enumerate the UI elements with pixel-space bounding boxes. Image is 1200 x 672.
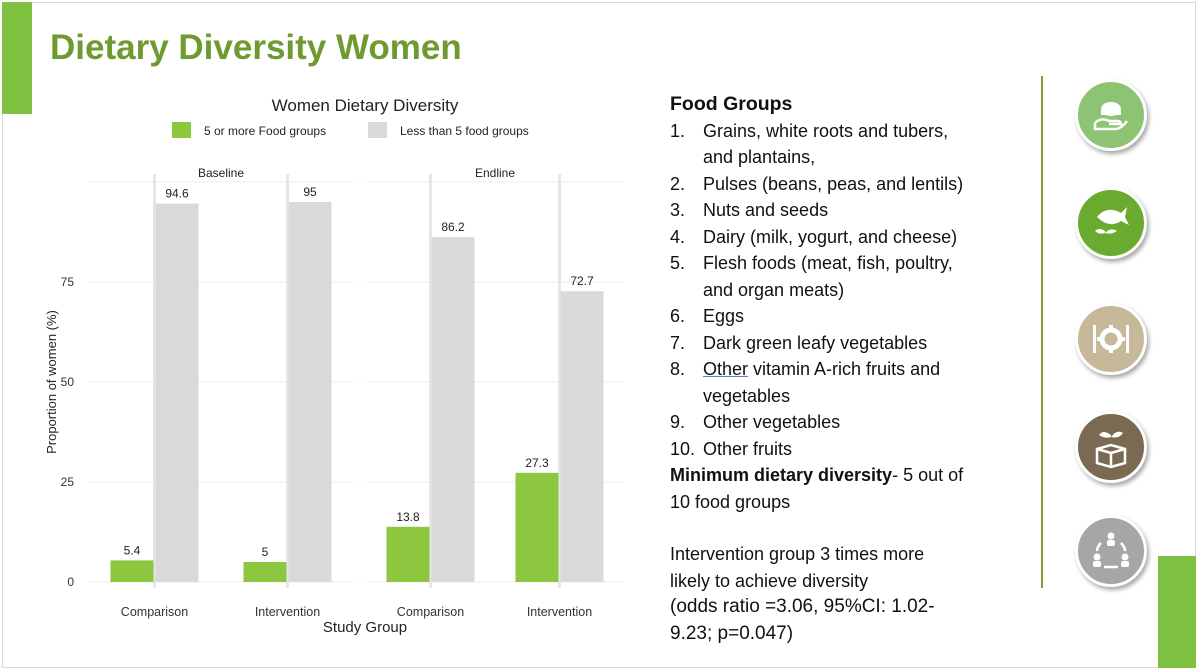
x-axis-label: Study Group [323, 619, 407, 636]
food-group-item: 9. Other vegetables [670, 409, 1030, 436]
food-group-number: 2. [670, 173, 686, 194]
food-group-text: Flesh foods (meat, fish, poultry, [703, 253, 953, 273]
food-group-continuation: and plantains, [670, 144, 1030, 171]
food-group-text: Dark green leafy vegetables [703, 332, 928, 353]
minimum-diversity-rest-2: 10 food groups [670, 491, 791, 512]
people-cycle-icon [1075, 515, 1147, 587]
y-tick-label: 0 [67, 575, 74, 589]
seedling-box-icon [1075, 411, 1147, 483]
facet-label-endline: Endline [475, 166, 515, 180]
x-tick-label: Intervention [527, 605, 592, 619]
minimum-diversity-line: Minimum dietary diversity- 5 out of [670, 462, 1030, 489]
food-group-item: 7. Dark green leafy vegetables [670, 330, 1030, 357]
bar-endline-intervention-five-or-more [515, 472, 559, 582]
y-tick-label: 75 [61, 275, 75, 289]
food-group-number: 5. [670, 253, 686, 273]
food-group-continuation: vegetables [670, 383, 1030, 410]
minimum-diversity-rest-1: - 5 out of [892, 465, 964, 485]
data-label: 5.4 [124, 543, 141, 557]
x-tick-label: Intervention [255, 605, 320, 619]
spacer [670, 515, 1030, 541]
legend-swatch-5-or-more [172, 122, 191, 138]
accent-bar-left [2, 2, 32, 114]
food-groups-panel: Food Groups 1. Grains, white roots and tu… [670, 91, 1030, 647]
chart-title: Women Dietary Diversity [272, 96, 459, 115]
food-group-item: 8. Other vitamin A-rich fruits and [670, 356, 1030, 383]
legend-label-less-than-5: Less than 5 food groups [400, 124, 529, 138]
utensils-gear-icon [1075, 303, 1147, 375]
divider-line [1041, 76, 1043, 588]
bar-endline-comparison-less-than-five [431, 237, 475, 582]
y-axis-label: Proportion of women (%) [44, 310, 59, 454]
food-group-number: 6. [670, 306, 686, 326]
food-groups-heading: Food Groups [670, 93, 793, 115]
x-tick-label: Comparison [397, 605, 464, 619]
slide-title: Dietary Diversity Women [50, 28, 462, 67]
food-group-number: 4. [670, 226, 686, 247]
food-group-number: 8. [670, 359, 686, 379]
food-group-number: 1. [670, 120, 686, 141]
food-group-number [670, 277, 703, 304]
accent-bar-bottom-right [1158, 556, 1196, 668]
bar-endline-intervention-less-than-five [560, 291, 604, 582]
food-group-text: Other vitamin A-rich fruits and [703, 356, 1030, 383]
odds-line-2: 9.23; p=0.047) [670, 622, 794, 644]
food-group-item: 5. Flesh foods (meat, fish, poultry, [670, 250, 1030, 277]
food-group-item: 10. Other fruits [670, 436, 1030, 463]
food-group-text: Dairy (milk, yogurt, and cheese) [703, 226, 958, 247]
facet-label-baseline: Baseline [198, 166, 244, 180]
food-group-text: Nuts and seeds [703, 200, 829, 220]
legend-swatch-less-than-5 [368, 122, 387, 138]
data-label: 86.2 [441, 220, 465, 234]
bar-baseline-comparison-five-or-more [110, 560, 154, 582]
food-hand-icon [1075, 79, 1147, 151]
odds-line-1: (odds ratio =3.06, 95%CI: 1.02- [670, 596, 935, 617]
food-group-continuation: and organ meats) [670, 277, 1030, 304]
bar-baseline-intervention-five-or-more [243, 562, 287, 582]
food-group-item: 3. Nuts and seeds [670, 197, 1030, 224]
food-group-text: Grains, white roots and tubers, [703, 120, 949, 141]
food-group-item: 2. Pulses (beans, peas, and lentils) [670, 171, 1030, 198]
data-label: 5 [262, 545, 269, 559]
food-group-text: vegetables [703, 385, 791, 406]
intervention-line-1: Intervention group 3 times more [670, 544, 925, 564]
bar-endline-comparison-five-or-more [386, 526, 430, 582]
data-label: 95 [303, 185, 317, 199]
food-group-item: 6. Eggs [670, 303, 1030, 330]
y-tick-label: 25 [61, 475, 75, 489]
food-group-number: 9. [670, 412, 686, 432]
y-tick-label: 50 [61, 375, 75, 389]
food-group-text: Eggs [703, 306, 745, 326]
minimum-diversity-label: Minimum dietary diversity [670, 465, 893, 485]
food-group-number: 10. [670, 438, 696, 459]
food-groups-list: 1. Grains, white roots and tubers, and pla… [670, 118, 1030, 463]
data-label: 13.8 [396, 510, 420, 524]
data-label: 72.7 [570, 274, 594, 288]
data-label: 94.6 [165, 187, 189, 201]
food-group-number [670, 144, 703, 171]
food-group-rest: vitamin A-rich fruits and [748, 359, 941, 379]
bar-baseline-comparison-less-than-five [155, 203, 199, 582]
food-group-number: 3. [670, 200, 686, 220]
bar-baseline-intervention-less-than-five [288, 202, 332, 582]
women-dietary-diversity-chart: Women Dietary Diversity 5 or more Food gr… [44, 96, 624, 636]
food-group-underlined: Other [703, 359, 749, 379]
food-group-number: 7. [670, 332, 686, 353]
x-tick-label: Comparison [121, 605, 188, 619]
food-group-item: 4. Dairy (milk, yogurt, and cheese) [670, 224, 1030, 251]
food-group-text: and organ meats) [703, 279, 845, 300]
data-label: 27.3 [525, 456, 549, 470]
food-group-text: Other fruits [703, 438, 793, 459]
intervention-line-2: likely to achieve diversity [670, 570, 869, 591]
food-group-text: Pulses (beans, peas, and lentils) [703, 173, 964, 194]
food-group-text: and plantains, [703, 147, 816, 167]
fish-plant-icon [1075, 187, 1147, 259]
food-group-item: 1. Grains, white roots and tubers, [670, 118, 1030, 145]
legend-label-5-or-more: 5 or more Food groups [204, 124, 326, 138]
food-group-text: Other vegetables [703, 412, 841, 432]
